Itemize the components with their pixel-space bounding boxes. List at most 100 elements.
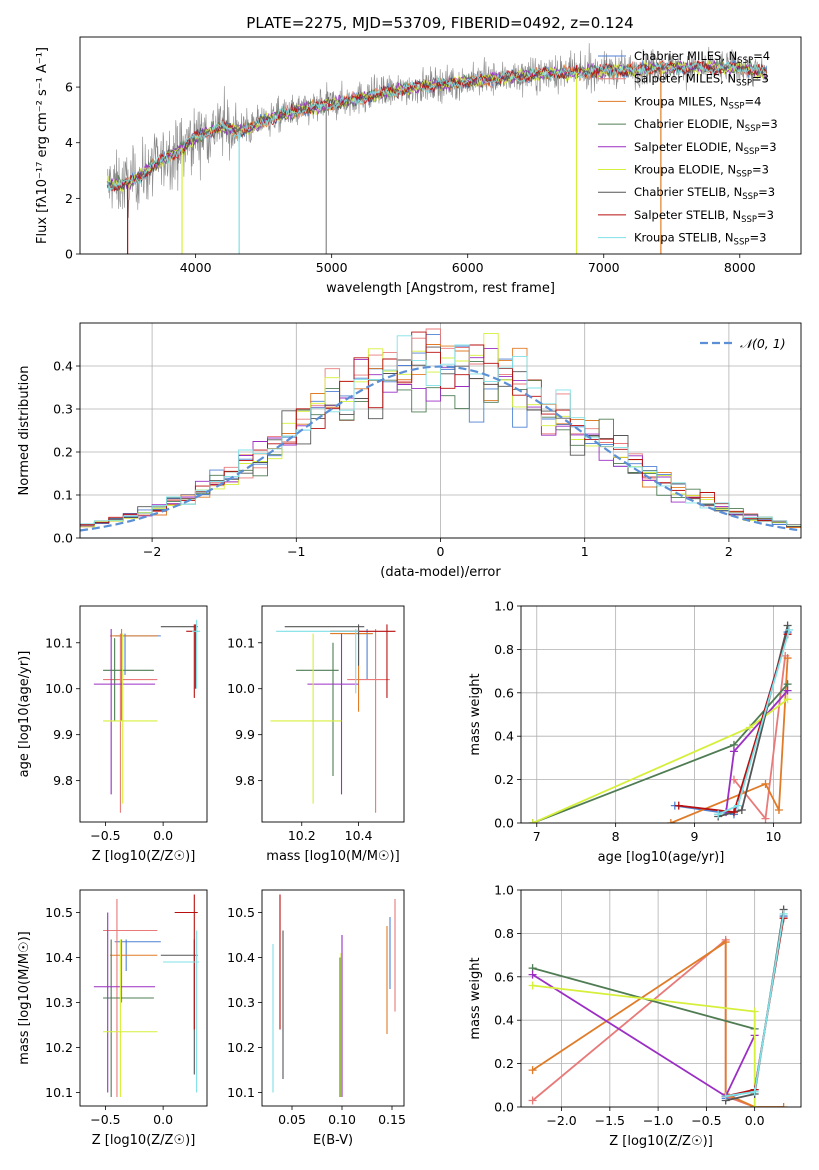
weight-marker <box>528 970 537 979</box>
y-tick-label: 0.2 <box>53 445 73 460</box>
weight-marker <box>674 801 683 810</box>
x-tick-label: 2 <box>725 544 733 559</box>
weight-marker <box>750 1087 759 1096</box>
errorbar-chabrier-stelib <box>160 624 198 689</box>
legend-value: =3 <box>752 163 769 177</box>
plot-area-mass_vs_Z <box>93 894 199 1097</box>
x-tick-label: −0.5 <box>90 1112 120 1127</box>
weight-marker <box>729 775 738 784</box>
y-tick-label: 0.4 <box>494 729 514 744</box>
plot-area-weight_vs_Z <box>528 905 788 1107</box>
legend-subscript: SSP <box>734 238 750 248</box>
x-tick-label: −0.5 <box>90 828 120 843</box>
panel-age_vs_mass: 10.2 10.4 9.8 9.9 10.0 10.1 mass [log10(M/M☉)] <box>227 605 405 864</box>
legend-label-normal: 𝒩(0, 1) <box>740 336 786 351</box>
panel-weight_vs_Z: −2.0 −1.5 −1.0 −0.5 0.0 0.0 0.2 0.4 0.6 0.8 1.0 Z [… <box>468 883 802 1149</box>
weight-marker <box>779 1103 788 1107</box>
x-axis-label: mass [log10(M/M☉)] <box>266 849 399 864</box>
legend-label: Salpeter MILES, NSSP=3 <box>634 72 769 89</box>
y-tick-label: 6 <box>65 80 73 95</box>
weight-marker <box>783 695 792 704</box>
weight-marker <box>737 805 746 814</box>
legend-label: Salpeter STELIB, NSSP=3 <box>634 208 774 225</box>
legend-label: Chabrier MILES, NSSP=4 <box>634 49 770 66</box>
y-tick-label: 0.2 <box>494 1056 514 1071</box>
axes-frame <box>79 36 802 255</box>
y-axis-label: mass weight <box>468 673 483 755</box>
weight-marker <box>783 686 792 695</box>
errorbar-kroupa-miles <box>110 628 158 721</box>
legend-subscript: SSP <box>741 215 757 225</box>
x-axis-label: Z [log10(Z/Z☉)] <box>92 849 196 864</box>
panel-residuals: −2 −1 0 1 2 0.0 0.1 0.2 0.3 0.4 (data-model)/error… <box>17 322 802 580</box>
weight-marker <box>721 938 730 947</box>
legend-value: =3 <box>752 72 769 86</box>
x-axis-label: wavelength [Angstrom, rest frame] <box>326 281 555 296</box>
errorbar-kroupa-stelib <box>163 930 199 1093</box>
x-tick-label: 10.2 <box>288 828 316 843</box>
plot-area-age_vs_Z <box>93 619 201 813</box>
x-tick-label: −1 <box>287 544 305 559</box>
residual-histogram <box>80 335 801 526</box>
x-tick-label: 6000 <box>452 260 484 275</box>
legend-value: =3 <box>761 117 778 131</box>
errorbar-salpeter-elodie <box>93 912 156 1093</box>
y-tick-label: 1.0 <box>494 883 514 898</box>
weight-marker <box>785 625 794 634</box>
x-tick-label: 10.4 <box>345 828 373 843</box>
errorbar-kroupa-stelib <box>276 628 359 694</box>
weight-marker <box>729 808 738 817</box>
x-axis-label: Z [log10(Z/Z☉)] <box>609 1134 713 1149</box>
x-tick-label: 7 <box>533 829 541 844</box>
x-tick-label: 10 <box>765 829 781 844</box>
x-tick-label: 1 <box>581 544 589 559</box>
y-tick-label: 0.4 <box>494 1013 514 1028</box>
legend-subscript: SSP <box>736 170 752 180</box>
x-tick-label: −1.0 <box>643 1113 673 1128</box>
x-tick-label: 0 <box>437 544 445 559</box>
x-tick-label: 0.05 <box>278 1112 306 1127</box>
legend-subscript: SSP <box>729 101 745 111</box>
x-tick-label: 0.0 <box>153 1112 173 1127</box>
residual-histogram <box>80 344 801 528</box>
y-axis-label: mass weight <box>468 957 483 1039</box>
y-axis-label: mass [log10(M/M☉)] <box>17 931 32 1064</box>
legend-subscript: SSP <box>737 56 753 66</box>
y-axis-label: Flux [fλ10⁻¹⁷ erg cm⁻² s⁻¹ A⁻¹] <box>35 47 50 244</box>
weight-marker <box>528 819 537 823</box>
weight-marker <box>779 909 788 918</box>
x-tick-label: 9 <box>691 829 699 844</box>
y-tick-label: 0.8 <box>494 926 514 941</box>
legend-value: =3 <box>760 140 777 154</box>
legend-subscript: SSP <box>745 124 761 134</box>
x-tick-label: 7000 <box>588 260 620 275</box>
y-tick-label: 10.2 <box>45 1040 73 1055</box>
legend-subscript: SSP <box>744 147 760 157</box>
y-tick-label: 10.5 <box>45 905 73 920</box>
normal-curve <box>80 365 801 532</box>
x-tick-label: 8000 <box>724 260 756 275</box>
legend-label: Kroupa STELIB, NSSP=3 <box>634 231 766 248</box>
figure-title: PLATE=2275, MJD=53709, FIBERID=0492, z=0… <box>246 14 633 32</box>
y-tick-label: 0 <box>65 247 73 262</box>
x-tick-label: −2 <box>143 544 161 559</box>
legend-value: =3 <box>758 185 775 199</box>
legend-label: Salpeter ELODIE, NSSP=3 <box>634 140 777 157</box>
weight-marker <box>733 801 742 810</box>
y-tick-label: 9.9 <box>235 727 255 742</box>
legend-subscript: SSP <box>742 192 758 202</box>
y-tick-label: 9.8 <box>235 773 255 788</box>
axes-frame <box>79 322 802 539</box>
y-tick-label: 1.0 <box>494 599 514 614</box>
plot-area-residuals <box>80 328 801 532</box>
y-tick-label: 2 <box>65 191 73 206</box>
axes-frame <box>261 889 405 1107</box>
panel-spectrum: 4000 5000 6000 7000 8000 0 2 4 6 wavelength [Angs… <box>35 36 802 296</box>
weight-marker <box>745 723 754 732</box>
y-tick-label: 10.3 <box>227 995 255 1010</box>
errorbar-salpeter-miles <box>347 628 390 813</box>
plot-area-spectrum <box>106 43 768 254</box>
errorbar-salpeter-elodie <box>93 628 156 795</box>
axes-frame <box>79 605 208 823</box>
